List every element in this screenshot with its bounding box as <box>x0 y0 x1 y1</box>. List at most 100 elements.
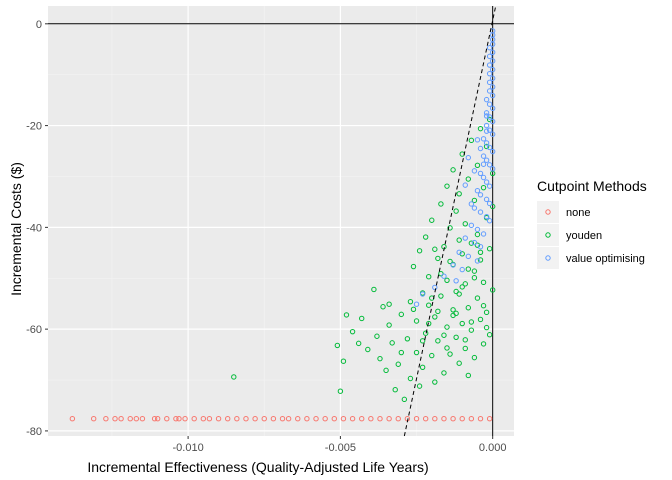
data-point <box>462 221 468 227</box>
data-point <box>462 235 468 241</box>
data-point <box>480 184 487 191</box>
data-point <box>468 416 475 422</box>
data-point <box>468 137 475 144</box>
data-point <box>435 308 441 315</box>
data-point <box>480 231 487 237</box>
data-point <box>450 167 456 173</box>
data-point <box>483 324 490 331</box>
data-point <box>489 287 496 293</box>
data-point <box>489 166 496 172</box>
data-point <box>477 125 484 132</box>
data-point <box>465 305 472 311</box>
data-point <box>270 416 277 422</box>
y-axis-title: Incremental Costs ($) <box>8 162 24 296</box>
data-point <box>359 416 365 422</box>
data-point <box>468 222 475 229</box>
data-point <box>456 249 462 256</box>
x-tick-label: 0.000 <box>479 442 507 454</box>
data-point <box>474 137 481 143</box>
data-point <box>432 314 438 320</box>
data-point <box>413 416 420 422</box>
plot-panel <box>48 5 514 437</box>
data-point <box>453 278 459 284</box>
data-point <box>477 416 484 422</box>
data-point <box>386 322 392 328</box>
data-point <box>459 416 465 422</box>
data-point <box>477 316 484 323</box>
data-point <box>474 188 481 194</box>
y-tick-label: -80 <box>26 426 42 438</box>
data-point <box>295 416 301 422</box>
data-point <box>426 302 432 308</box>
data-point <box>489 75 496 81</box>
data-point <box>413 318 420 324</box>
data-point <box>410 263 417 270</box>
data-point <box>337 388 344 394</box>
data-point <box>395 361 401 367</box>
data-point <box>429 217 435 223</box>
data-point <box>480 303 487 309</box>
y-tick-label: -20 <box>26 121 42 133</box>
data-point <box>118 416 124 422</box>
data-point <box>441 416 447 422</box>
data-point <box>477 192 484 198</box>
data-point <box>386 301 392 307</box>
legend-key-box <box>537 224 559 246</box>
data-point <box>468 240 475 246</box>
data-point <box>468 201 475 207</box>
series-none <box>69 416 493 422</box>
data-point <box>261 416 267 422</box>
x-tick-label: -0.005 <box>325 442 356 454</box>
data-point <box>349 416 356 422</box>
data-point <box>483 143 490 150</box>
data-point <box>441 273 447 279</box>
data-point <box>456 291 462 297</box>
data-point <box>489 105 496 111</box>
data-point <box>486 144 493 151</box>
data-point <box>416 383 423 389</box>
data-point <box>413 349 420 356</box>
data-point <box>483 309 490 316</box>
data-point <box>383 367 389 374</box>
data-point <box>374 333 380 339</box>
data-point <box>489 148 496 155</box>
data-point <box>459 320 465 327</box>
data-point <box>471 268 478 274</box>
data-point <box>133 416 140 422</box>
data-point <box>447 351 453 357</box>
data-point <box>252 416 258 422</box>
data-point <box>450 416 456 422</box>
data-point <box>486 53 493 60</box>
data-point <box>441 332 447 338</box>
data-point <box>483 196 490 203</box>
data-point <box>426 274 432 280</box>
data-point <box>489 49 496 56</box>
data-point <box>438 293 444 299</box>
legend-title: Cutpoint Methods <box>537 178 647 194</box>
data-point <box>322 416 328 422</box>
data-point <box>225 416 231 422</box>
data-point <box>355 340 362 347</box>
legend-label: none <box>566 207 590 219</box>
data-point <box>489 58 496 64</box>
data-point <box>365 346 371 353</box>
data-point <box>486 183 493 189</box>
data-point <box>343 312 350 318</box>
legend: Cutpoint Methods none youden value optimis… <box>537 178 647 269</box>
data-point <box>489 41 496 47</box>
data-point <box>453 334 459 340</box>
data-point <box>483 96 490 103</box>
data-point <box>483 110 490 116</box>
data-point <box>432 284 438 291</box>
data-point <box>483 113 490 119</box>
data-point <box>444 183 450 189</box>
data-point <box>477 249 484 256</box>
data-point <box>486 200 493 207</box>
data-point <box>477 257 484 263</box>
data-point <box>389 340 395 346</box>
data-point <box>392 386 398 393</box>
data-point <box>191 416 197 422</box>
data-point <box>419 291 426 297</box>
data-point <box>422 234 429 240</box>
data-point <box>127 416 133 422</box>
